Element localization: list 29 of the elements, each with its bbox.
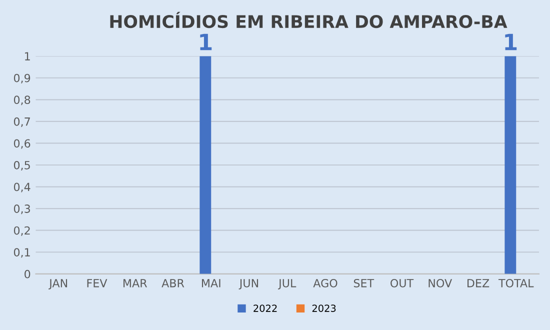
y-tick-label: 0,2 [14,226,30,236]
y-tick-label: 0,9 [14,74,30,84]
legend-label: 2022 [254,304,277,312]
x-tick-label: ABR [162,279,184,288]
x-tick-label: JAN [48,279,68,290]
chart-title: HOMICÍDIOS EM RIBEIRA DO AMPARO-BA [110,12,508,28]
x-tick-label: JUL [278,279,296,290]
x-tick-label: MAI [202,279,220,288]
x-tick-label: DEZ [467,279,490,288]
x-tick-label: AGO [313,278,338,288]
x-tick-label: MAR [124,279,148,288]
y-tick-label: 0 [24,270,30,278]
y-tick-label: 0,3 [14,204,30,214]
y-tick-label: 0,5 [14,160,30,171]
y-tick-label: 0,4 [14,182,30,192]
y-tick-label: 1 [25,52,30,60]
y-tick-label: 0,7 [14,117,30,127]
data-label: 1 [200,34,212,50]
y-tick-label: 0,6 [14,139,30,149]
y-tick-label: 0,1 [14,248,30,258]
x-tick-label: OUT [390,278,414,288]
x-tick-label: TOTAL [498,278,534,288]
data-label: 1 [505,34,517,50]
x-tick-label: FEV [87,279,108,288]
y-tick-label: 0,8 [14,96,30,106]
legend-label: 2023 [312,304,336,312]
x-tick-label: SET [354,278,374,288]
x-tick-label: JUN [238,279,258,290]
x-tick-label: NOV [428,278,452,288]
